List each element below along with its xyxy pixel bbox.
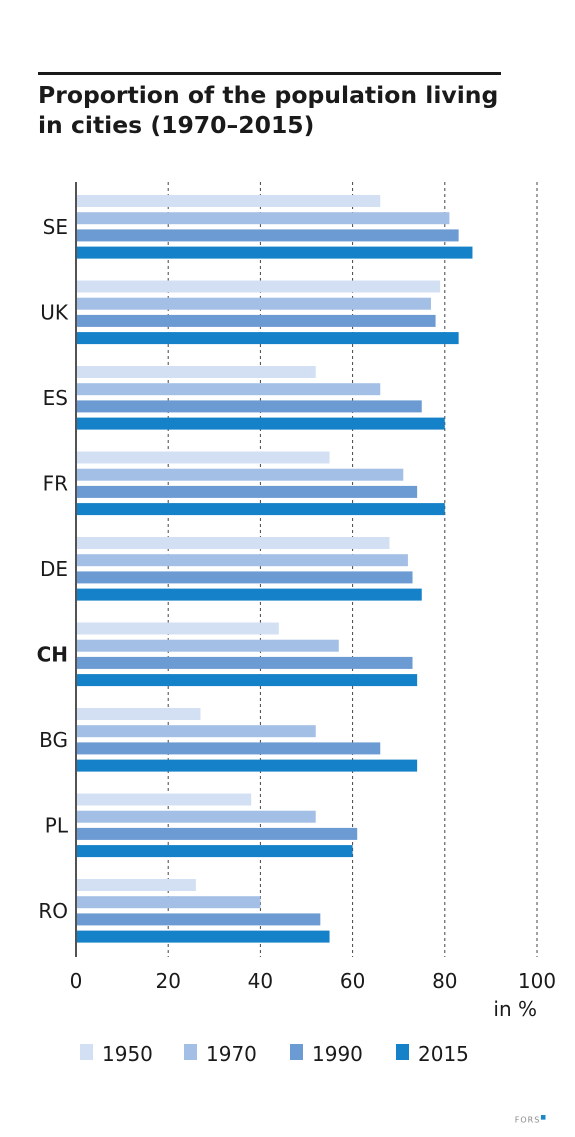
category-label-de: DE bbox=[40, 557, 68, 581]
category-label-bg: BG bbox=[39, 728, 68, 752]
bar-bg-1970 bbox=[77, 725, 316, 738]
x-axis-unit-label: in % bbox=[493, 997, 537, 1021]
bar-fr-1950 bbox=[77, 451, 330, 464]
bar-fr-2015 bbox=[77, 503, 445, 516]
fors-logo: FORS■ bbox=[515, 1114, 547, 1125]
legend-swatch-2015 bbox=[396, 1044, 409, 1060]
bar-ro-1970 bbox=[77, 896, 261, 909]
bar-ro-1950 bbox=[77, 879, 196, 891]
bar-ch-1970 bbox=[77, 639, 339, 652]
bars bbox=[77, 195, 473, 943]
chart-title: Proportion of the population living in c… bbox=[38, 80, 538, 140]
bar-uk-1950 bbox=[77, 280, 441, 293]
legend-label-2015: 2015 bbox=[418, 1042, 469, 1066]
legend: 1950 1970 1990 2015 bbox=[80, 1042, 469, 1066]
bar-bg-1990 bbox=[77, 742, 381, 755]
fors-logo-mark: ■ bbox=[540, 1114, 547, 1122]
bar-se-2015 bbox=[77, 246, 473, 259]
bar-se-1990 bbox=[77, 229, 459, 242]
bar-fr-1990 bbox=[77, 485, 418, 498]
legend-swatch-1950 bbox=[80, 1044, 93, 1060]
bar-ch-1990 bbox=[77, 656, 413, 669]
bar-pl-1970 bbox=[77, 810, 316, 823]
bar-es-1950 bbox=[77, 366, 316, 378]
bar-de-1970 bbox=[77, 554, 408, 567]
category-label-es: ES bbox=[43, 386, 68, 410]
bar-bg-2015 bbox=[77, 759, 418, 772]
category-label-pl: PL bbox=[45, 813, 69, 837]
chart-title-line-1: Proportion of the population living bbox=[38, 81, 499, 109]
bar-ch-2015 bbox=[77, 674, 418, 687]
bar-pl-1950 bbox=[77, 793, 252, 806]
x-tick-labels: 0 20 40 60 80 100 bbox=[70, 969, 556, 993]
bar-fr-1970 bbox=[77, 468, 404, 481]
bar-ro-1990 bbox=[77, 913, 321, 926]
bar-uk-1970 bbox=[77, 297, 431, 310]
bar-de-1990 bbox=[77, 571, 413, 584]
category-label-fr: FR bbox=[43, 471, 69, 495]
bar-bg-1950 bbox=[77, 708, 201, 720]
bar-es-2015 bbox=[77, 417, 445, 430]
legend-label-1970: 1970 bbox=[206, 1042, 257, 1066]
bar-pl-2015 bbox=[77, 845, 353, 858]
category-labels: SE UK ES FR DE CH BG PL RO bbox=[37, 215, 69, 923]
bar-de-2015 bbox=[77, 588, 422, 601]
bar-pl-1990 bbox=[77, 827, 358, 840]
x-tick-label: 40 bbox=[248, 969, 273, 993]
bar-se-1970 bbox=[77, 212, 450, 225]
bar-es-1990 bbox=[77, 400, 422, 413]
bar-ch-1950 bbox=[77, 622, 279, 635]
bar-se-1950 bbox=[77, 195, 381, 207]
category-label-se: SE bbox=[43, 215, 68, 239]
title-rule bbox=[38, 72, 501, 75]
chart-title-line-2: in cities (1970–2015) bbox=[38, 111, 315, 139]
x-tick-label: 60 bbox=[340, 969, 365, 993]
x-tick-label: 100 bbox=[518, 969, 556, 993]
bar-ro-2015 bbox=[77, 930, 330, 943]
legend-label-1990: 1990 bbox=[312, 1042, 363, 1066]
bar-de-1950 bbox=[77, 537, 390, 549]
x-tick-label: 80 bbox=[432, 969, 457, 993]
bar-uk-2015 bbox=[77, 332, 459, 345]
x-tick-label: 0 bbox=[70, 969, 83, 993]
category-label-uk: UK bbox=[40, 300, 69, 324]
legend-swatch-1970 bbox=[184, 1044, 197, 1060]
legend-label-1950: 1950 bbox=[102, 1042, 153, 1066]
x-tick-label: 20 bbox=[155, 969, 180, 993]
category-label-ro: RO bbox=[38, 899, 68, 923]
legend-swatch-1990 bbox=[290, 1044, 303, 1060]
bar-uk-1990 bbox=[77, 314, 436, 327]
bar-es-1970 bbox=[77, 383, 381, 396]
fors-logo-text: FORS bbox=[514, 1116, 541, 1125]
category-label-ch: CH bbox=[37, 642, 68, 666]
